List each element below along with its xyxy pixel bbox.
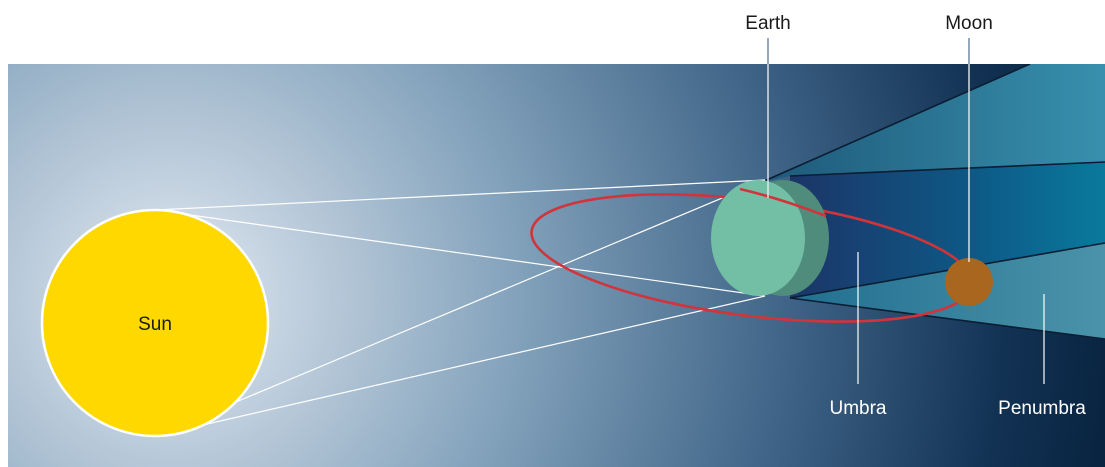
label-leader-lines <box>767 38 1045 384</box>
sun <box>40 208 270 438</box>
sun-earth-tangent-lines <box>154 179 766 437</box>
umbra-region <box>790 162 1105 298</box>
moon-label: Moon <box>945 13 993 34</box>
shadow-boundary-lines <box>761 64 1105 340</box>
moon-orbit-front <box>739 187 827 218</box>
moon <box>945 258 993 306</box>
penumbra-region-upper <box>762 64 1105 182</box>
earth-face <box>711 180 805 296</box>
penumbra-label: Penumbra <box>998 398 1086 419</box>
earth-label: Earth <box>745 13 790 34</box>
sun-label: Sun <box>138 314 172 335</box>
umbra-label: Umbra <box>829 398 886 419</box>
